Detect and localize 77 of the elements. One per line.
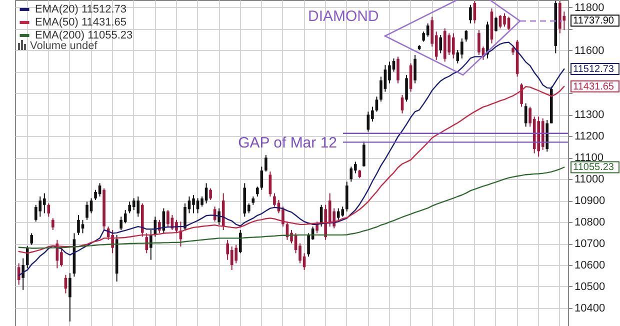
candlestick [42,192,46,214]
candlestick [34,204,38,222]
candlestick [204,182,208,204]
y-tick-label: 11200 [574,130,604,143]
candlestick [256,186,259,197]
candlestick [375,96,378,112]
candlestick [478,30,480,56]
candlestick [316,221,318,234]
candlestick [136,196,140,218]
candlestick [38,196,42,218]
candlestick [52,218,54,231]
candlestick [150,230,152,260]
candlestick [128,201,132,214]
candlestick [30,232,34,246]
candlestick [209,188,212,200]
candlestick [400,94,404,114]
candlestick [273,192,276,208]
y-tick-label: 10600 [574,260,606,272]
y-tick-label: 11800 [574,2,604,14]
candlestick [307,232,310,258]
text: 11737.90 [573,16,614,27]
candlestick [503,12,506,28]
data-label: 11431.65 [573,81,614,92]
candlestick [22,258,24,290]
candlestick [396,56,400,84]
candlestick [414,54,416,84]
candlestick [264,154,268,172]
candlestick [230,246,234,270]
candlestick [439,34,442,54]
candlestick [341,206,344,218]
candlestick [350,166,353,182]
candlestick [345,181,348,212]
candlestick [520,82,523,108]
candlestick [94,189,97,200]
candlestick [86,201,88,220]
candlestick [234,244,238,264]
candlestick [184,202,186,231]
candlestick [507,16,510,31]
candlestick [68,272,72,322]
candlestick [132,198,136,211]
y-tick-label: 11100 [574,152,604,164]
candlestick [90,198,93,214]
candlestick [218,208,220,226]
y-tick-label: 11600 [574,44,604,57]
candlestick [336,208,340,220]
ref-line-label: GAP of Mar 12 [238,134,337,152]
y-tick-label: 11000 [574,174,604,186]
candlestick [238,230,242,254]
data-label: 11055.23 [573,162,614,174]
candlestick [494,16,498,32]
candlestick [460,38,464,59]
candlestick [192,194,195,214]
legend-label: EMA(20) 11512.73 [35,4,127,16]
candlestick [145,232,148,254]
candlestick [77,214,80,236]
y-tick-label: 11300 [574,109,604,122]
candlestick [448,32,451,56]
annotation: DIAMOND [308,8,379,25]
candlestick [166,210,170,228]
legend-label: EMA(200) 11055.23 [35,30,133,42]
candlestick [469,4,472,24]
y-tick-label: 10700 [574,238,606,250]
candlestick [405,74,408,102]
candlestick [452,32,455,59]
y-tick-label: 10800 [574,216,606,229]
data-label: 11512.73 [573,64,614,75]
annotation: Volume undef [29,40,98,52]
y-tick-label: 10500 [574,280,606,293]
candlestick [524,102,528,128]
candlestick [282,206,284,228]
legend-label: EMA(50) 11431.65 [35,16,127,28]
candlestick [81,219,84,234]
y-tick-label: 10400 [574,302,606,314]
candlestick [26,245,29,269]
candlestick [120,216,122,231]
candlestick [362,141,366,168]
y-tick-label: 10900 [574,195,606,208]
